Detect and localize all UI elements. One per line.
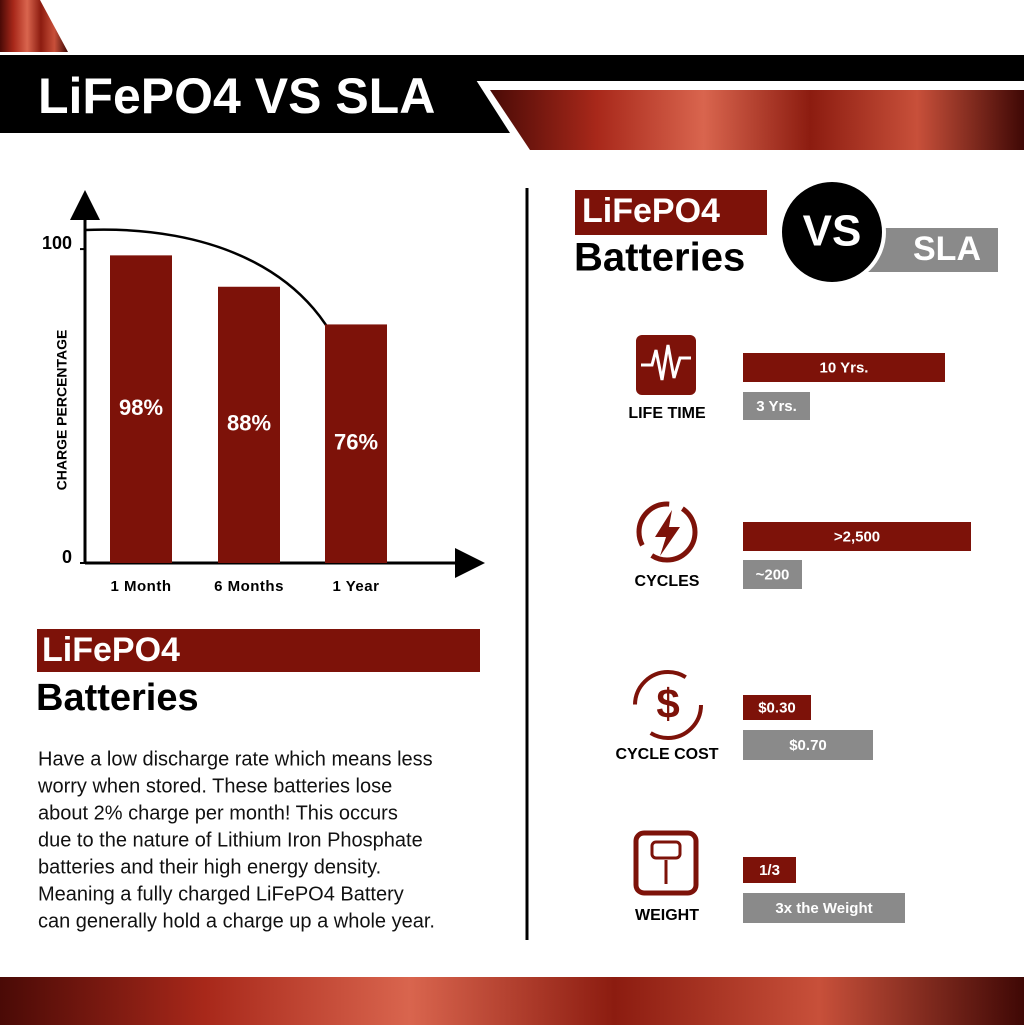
sla-box xyxy=(868,228,998,272)
paragraph-line: batteries and their high energy density. xyxy=(38,856,381,878)
lifepo4-bar xyxy=(743,522,971,551)
icon-cost: $ xyxy=(633,670,703,740)
value-label: 98% xyxy=(119,395,163,420)
value-label: 88% xyxy=(227,411,271,436)
sla-value: ~200 xyxy=(756,566,790,583)
lifepo4-bar xyxy=(743,353,945,382)
lifepo4-value: >2,500 xyxy=(834,528,880,545)
icon-cycles xyxy=(636,501,698,563)
comparison-rows: LIFE TIME 10 Yrs. 3 Yrs. CYCLES >2,500 ~200 CY… xyxy=(615,353,971,924)
sla-bar xyxy=(743,560,802,589)
corner-accent xyxy=(0,0,68,52)
row-label: LIFE TIME xyxy=(628,405,706,422)
sla-bar xyxy=(743,893,905,923)
bar xyxy=(218,286,280,563)
row-label: CYCLE COST xyxy=(615,746,718,763)
paragraph-line: about 2% charge per month! This occurs xyxy=(38,802,398,824)
x-tick-label: 6 Months xyxy=(214,578,284,595)
tag: LiFePO4 xyxy=(42,631,180,669)
x-tick-label: 1 Month xyxy=(111,578,172,595)
row-label: CYCLES xyxy=(635,573,700,590)
value-label: 76% xyxy=(334,430,378,455)
page-title: LiFePO4 VS SLA xyxy=(38,68,435,124)
sla-value: $0.70 xyxy=(789,737,827,754)
tag-box xyxy=(575,190,767,235)
paragraph: Have a low discharge rate which means le… xyxy=(37,748,435,932)
paragraph-line: Have a low discharge rate which means le… xyxy=(38,748,433,770)
y-axis-label: CHARGE PERCENTAGE xyxy=(54,330,70,491)
lifepo4-value: 10 Yrs. xyxy=(820,359,869,376)
lifepo4-value: 1/3 xyxy=(759,862,780,879)
icon-life xyxy=(636,335,696,395)
sla-bar xyxy=(743,730,873,760)
lifepo4-bar xyxy=(743,695,811,720)
chart: CHARGE PERCENTAGE 0 100 98% 1 Month 88% 6 Mon… xyxy=(42,190,485,595)
paragraph-line: worry when stored. These batteries lose xyxy=(37,775,392,797)
sla-value: 3x the Weight xyxy=(775,900,872,917)
bar xyxy=(325,324,387,563)
y-tick-label: 0 xyxy=(62,547,72,567)
paragraph-line: can generally hold a charge up a whole y… xyxy=(38,910,435,932)
header-band xyxy=(490,90,1024,150)
svg-text:$: $ xyxy=(656,680,679,727)
lifepo4-value: $0.30 xyxy=(758,699,796,716)
tag: LiFePO4 xyxy=(582,192,720,230)
icon-weight xyxy=(633,830,699,896)
paragraph-line: due to the nature of Lithium Iron Phosph… xyxy=(38,829,423,851)
bar xyxy=(110,255,172,563)
vs-text: VS xyxy=(803,207,862,256)
heading: Batteries xyxy=(574,236,745,280)
y-tick-label: 100 xyxy=(42,233,72,253)
sla-tag: SLA xyxy=(913,230,981,268)
sla-bar xyxy=(743,392,810,420)
sla-value: 3 Yrs. xyxy=(756,398,797,415)
header-banner xyxy=(0,55,510,133)
x-tick-label: 1 Year xyxy=(333,578,380,595)
heading: Batteries xyxy=(36,677,199,719)
lifepo4-bar xyxy=(743,857,796,883)
tag-box xyxy=(37,629,480,672)
vs-badge xyxy=(778,178,886,286)
row-label: WEIGHT xyxy=(635,907,699,924)
footer-band xyxy=(0,977,1024,1025)
paragraph-line: Meaning a fully charged LiFePO4 Battery xyxy=(38,883,404,905)
